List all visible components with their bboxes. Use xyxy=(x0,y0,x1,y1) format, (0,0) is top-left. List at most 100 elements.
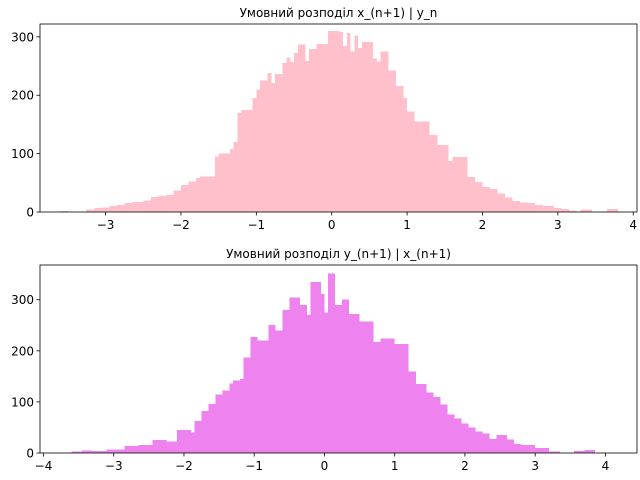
chart-title: Умовний розподіл x_(n+1) | y_n xyxy=(240,6,438,20)
histogram-bar xyxy=(215,394,223,453)
histogram-bar xyxy=(116,204,125,212)
histogram-bar xyxy=(327,31,340,213)
x-tick-label: 3 xyxy=(531,459,539,473)
histogram-bar xyxy=(373,342,381,453)
histogram-bar xyxy=(173,190,181,212)
x-tick-label: −4 xyxy=(35,459,53,473)
x-tick-label: 1 xyxy=(403,218,411,232)
y-tick-label: 200 xyxy=(11,344,34,358)
histogram-bar xyxy=(152,440,167,453)
histogram-bar xyxy=(505,197,513,212)
histogram-bar xyxy=(521,444,536,453)
histogram-bar xyxy=(520,202,528,212)
histogram-bar xyxy=(474,182,483,212)
x-tick-label: 4 xyxy=(602,459,610,473)
histogram-bar xyxy=(395,85,404,212)
histogram-bar xyxy=(454,418,462,453)
histogram-bar xyxy=(229,148,234,212)
histogram-bar xyxy=(282,63,287,213)
histogram-bar xyxy=(324,312,328,453)
histogram-bar xyxy=(361,42,374,212)
histogram-panel-bottom: −4 −3 −2 −1 0 1 2 3 4 0 100 200 300 Умовний розподіл … xyxy=(11,247,638,473)
histogram-bar xyxy=(268,324,276,453)
histogram-bar xyxy=(475,431,483,453)
axes-frame xyxy=(39,23,638,213)
histogram-bar xyxy=(467,176,475,212)
x-tick-label: 0 xyxy=(321,459,329,473)
x-tick-label: 2 xyxy=(461,459,469,473)
y-tick-label: 100 xyxy=(11,395,34,409)
histogram-bar xyxy=(194,420,202,453)
histogram-bar xyxy=(256,89,261,212)
histogram-bar xyxy=(124,445,139,453)
histogram-bar xyxy=(415,384,427,453)
histogram-bar xyxy=(252,98,257,212)
histogram-bar xyxy=(305,60,310,212)
x-tick-label: 4 xyxy=(629,218,637,232)
histogram-bar xyxy=(342,299,350,453)
histogram-bar xyxy=(243,357,251,453)
x-tick-label: −1 xyxy=(247,218,265,232)
histogram-bar xyxy=(158,196,166,212)
histogram-bar xyxy=(233,380,241,453)
histogram-bar xyxy=(527,203,536,212)
histogram-bar xyxy=(191,432,195,453)
histogram-bar xyxy=(376,61,381,213)
histogram-bar xyxy=(237,112,242,212)
histogram-bar xyxy=(218,153,230,212)
histogram-bar xyxy=(354,35,359,213)
histogram-bar xyxy=(271,82,276,212)
histogram-bar xyxy=(514,443,522,453)
histogram-bar xyxy=(101,207,110,212)
y-tick-label: 100 xyxy=(11,147,34,161)
histogram-bar xyxy=(535,204,543,212)
histogram-bar xyxy=(380,338,395,453)
histogram-bar xyxy=(71,451,83,453)
histogram-panel-top: −3 −2 −1 0 1 2 3 4 0 100 200 300 Умовний розподіл x_… xyxy=(11,6,638,232)
histogram-bar xyxy=(282,309,290,453)
histogram-bar xyxy=(60,210,68,212)
histogram-bar xyxy=(606,209,619,212)
histogram-bar xyxy=(208,403,216,453)
histogram-bar xyxy=(512,200,521,212)
histogram-bar xyxy=(143,200,151,212)
y-tick-label: 200 xyxy=(11,89,34,103)
histogram-bar xyxy=(350,51,355,212)
histogram-bar xyxy=(437,144,449,212)
histogram-bar xyxy=(106,449,125,453)
histogram-bar xyxy=(507,439,515,453)
histogram-bar xyxy=(310,281,321,453)
histogram-bar xyxy=(241,109,253,212)
x-tick-label: 2 xyxy=(479,218,487,232)
axes-frame xyxy=(39,264,638,454)
x-tick-label: 0 xyxy=(328,218,336,232)
histogram-bar xyxy=(240,378,244,453)
histogram-bar xyxy=(180,185,189,212)
x-tick-label: 1 xyxy=(391,459,399,473)
histogram-bar xyxy=(573,450,585,453)
histogram-bar xyxy=(584,449,595,453)
histogram-bar xyxy=(85,209,95,212)
histogram-bar xyxy=(482,433,490,453)
histogram-bar xyxy=(447,414,455,453)
histogram-bar xyxy=(150,196,159,212)
histogram-bar xyxy=(433,396,441,453)
histogram-bar xyxy=(109,206,117,212)
histogram-bar xyxy=(580,209,592,212)
histogram-bar xyxy=(452,157,468,212)
y-tick-label: 300 xyxy=(11,293,34,307)
histogram-bar xyxy=(92,450,107,453)
histogram-bar xyxy=(275,330,283,453)
histogram-bar xyxy=(497,193,506,212)
histogram-bar xyxy=(440,404,448,453)
histogram-bar xyxy=(482,186,491,212)
histogram-bar xyxy=(131,202,144,212)
histogram-bar xyxy=(297,44,306,213)
histogram-bar xyxy=(429,134,438,212)
histogram-bar xyxy=(468,427,476,453)
histogram-bar xyxy=(233,141,238,212)
histogram-bar xyxy=(407,111,415,212)
histogram-bar xyxy=(309,49,317,212)
histogram-bar xyxy=(394,344,409,453)
